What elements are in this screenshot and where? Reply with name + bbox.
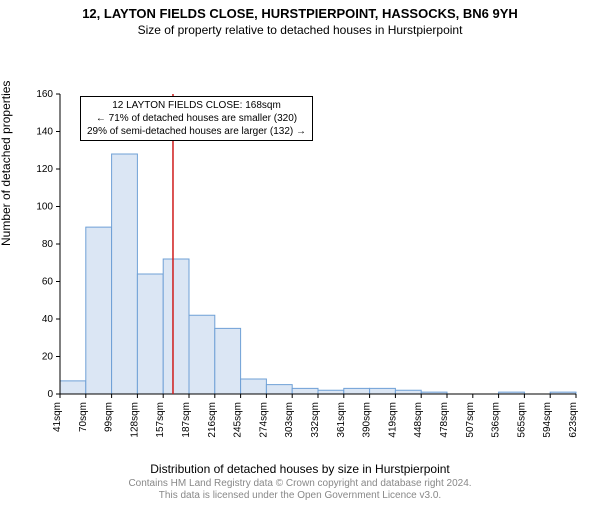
annotation-box: 12 LAYTON FIELDS CLOSE: 168sqm ← 71% of … — [80, 96, 313, 141]
histogram-bar — [266, 385, 292, 394]
histogram-bar — [86, 227, 112, 394]
x-tick-label: 274sqm — [258, 402, 269, 438]
annotation-line3: 29% of semi-detached houses are larger (… — [87, 125, 306, 138]
histogram-bar — [189, 315, 215, 394]
x-tick-label: 565sqm — [516, 402, 527, 438]
y-axis-label: Number of detached properties — [0, 81, 13, 246]
histogram-bar — [163, 259, 189, 394]
x-tick-label: 448sqm — [413, 402, 424, 438]
x-tick-label: 303sqm — [284, 402, 295, 438]
x-tick-label: 70sqm — [78, 402, 89, 432]
histogram-bar — [241, 379, 267, 394]
x-tick-label: 187sqm — [181, 402, 192, 438]
y-tick-label: 40 — [42, 314, 54, 325]
x-tick-label: 157sqm — [155, 402, 166, 438]
x-tick-label: 419sqm — [387, 402, 398, 438]
y-tick-label: 20 — [42, 352, 54, 363]
y-tick-label: 100 — [36, 202, 53, 213]
histogram-bar — [344, 388, 370, 394]
x-tick-label: 536sqm — [491, 402, 502, 438]
x-tick-label: 99sqm — [104, 402, 115, 432]
histogram-bar — [318, 390, 344, 394]
chart-title-sub: Size of property relative to detached ho… — [0, 23, 600, 37]
histogram-bar — [137, 274, 163, 394]
chart-area: Number of detached properties 0 20 40 60 80 1… — [0, 46, 600, 446]
footer-line2: This data is licensed under the Open Gov… — [0, 490, 600, 502]
x-tick-label: 507sqm — [465, 402, 476, 438]
x-tick-label: 478sqm — [439, 402, 450, 438]
x-tick-label: 332sqm — [310, 402, 321, 438]
histogram-bar — [112, 154, 138, 394]
y-tick-label: 60 — [42, 277, 54, 288]
histogram-bar — [215, 328, 241, 394]
y-tick-label: 140 — [36, 127, 53, 138]
x-tick-label: 128sqm — [129, 402, 140, 438]
histogram-bar — [395, 390, 421, 394]
x-tick-label: 623sqm — [568, 402, 579, 438]
histogram-bar — [370, 388, 396, 394]
x-axis-label: Distribution of detached houses by size … — [0, 462, 600, 476]
footer-line1: Contains HM Land Registry data © Crown c… — [0, 478, 600, 490]
footer-attribution: Contains HM Land Registry data © Crown c… — [0, 478, 600, 502]
annotation-line1: 12 LAYTON FIELDS CLOSE: 168sqm — [87, 99, 306, 112]
annotation-line2: ← 71% of detached houses are smaller (32… — [87, 112, 306, 125]
y-tick-label: 120 — [36, 164, 53, 175]
histogram-bar — [292, 388, 318, 394]
x-tick-label: 41sqm — [52, 402, 63, 432]
y-tick-label: 80 — [42, 239, 54, 250]
x-tick-label: 216sqm — [207, 402, 218, 438]
x-tick-label: 245sqm — [233, 402, 244, 438]
x-tick-label: 361sqm — [336, 402, 347, 438]
x-tick-label: 594sqm — [542, 402, 553, 438]
y-tick-label: 160 — [36, 89, 53, 100]
y-tick-label: 0 — [47, 389, 53, 400]
chart-title-main: 12, LAYTON FIELDS CLOSE, HURSTPIERPOINT,… — [0, 6, 600, 21]
x-tick-label: 390sqm — [362, 402, 373, 438]
histogram-bar — [60, 381, 86, 394]
